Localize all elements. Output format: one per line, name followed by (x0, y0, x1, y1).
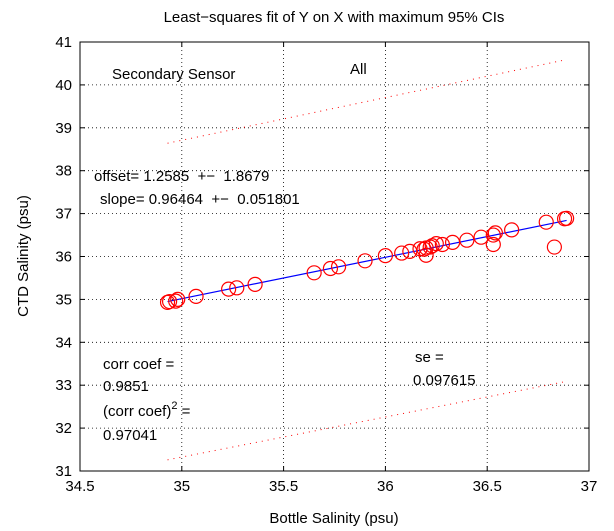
data-point (322, 260, 339, 277)
y-tick-label: 36 (55, 249, 72, 266)
y-tick-label: 35 (55, 291, 72, 308)
y-tick-label: 38 (55, 163, 72, 180)
data-point (434, 236, 451, 253)
chart-title: Least−squares fit of Y on X with maximum… (164, 9, 505, 26)
corr-coef-squared-label-end: = (177, 403, 190, 420)
data-point (538, 214, 554, 230)
slope-annotation: slope= 0.96464 +− 0.051801 (100, 191, 300, 208)
data-point (170, 291, 186, 307)
data-point (485, 236, 501, 253)
sensor-label: Secondary Sensor (112, 66, 235, 83)
data-point (459, 232, 475, 248)
data-point (416, 241, 432, 257)
y-tick-label: 40 (55, 77, 72, 94)
x-tick-label: 36.5 (473, 478, 502, 495)
data-point (330, 259, 347, 275)
data-point (357, 253, 373, 269)
y-tick-label: 39 (55, 120, 72, 137)
y-tick-label: 41 (55, 34, 72, 51)
data-point (247, 276, 263, 292)
data-points (159, 210, 575, 311)
data-point (394, 245, 410, 261)
data-point (188, 288, 204, 304)
data-point (487, 225, 503, 241)
data-point (161, 293, 178, 310)
x-tick-label: 36 (377, 478, 394, 495)
data-point (424, 238, 440, 254)
corr-coef-squared-label-base: (corr coef) (103, 403, 171, 420)
y-tick-label: 33 (55, 377, 72, 394)
subset-label: All (350, 61, 367, 78)
axis-ticks: 34.5 35 35.5 36 36.5 37 31 32 33 34 35 36 37 38 39 40 41 (55, 34, 597, 495)
x-tick-label: 35.5 (269, 478, 298, 495)
y-axis-label: CTD Salinity (psu) (15, 195, 32, 317)
se-value: 0.097615 (413, 372, 476, 389)
corr-coef-squared-value: 0.97041 (103, 427, 157, 444)
y-tick-label: 31 (55, 463, 72, 480)
corr-coef-squared-label: (corr coef)2 = (103, 400, 191, 420)
x-tick-label: 37 (581, 478, 598, 495)
data-point (221, 281, 237, 297)
data-point (546, 239, 562, 255)
data-point (229, 280, 245, 296)
data-point (428, 236, 444, 252)
x-axis-label: Bottle Salinity (psu) (269, 510, 398, 527)
y-tick-label: 32 (55, 420, 72, 437)
offset-annotation: offset= 1.2585 +− 1.8679 (94, 168, 269, 185)
y-tick-label: 34 (55, 334, 72, 351)
x-tick-label: 35 (173, 478, 190, 495)
se-label: se = (415, 349, 444, 366)
corr-coef-value: 0.9851 (103, 378, 149, 395)
y-tick-label: 37 (55, 206, 72, 223)
data-point (504, 222, 520, 238)
data-point (485, 227, 501, 243)
data-point (559, 210, 575, 226)
data-point (377, 248, 393, 264)
x-tick-label: 34.5 (65, 478, 94, 495)
data-point (168, 293, 184, 309)
corr-coef-squared-superscript: 2 (171, 400, 177, 412)
data-point (473, 229, 489, 245)
corr-coef-label: corr coef = (103, 356, 175, 373)
data-point (306, 265, 322, 281)
